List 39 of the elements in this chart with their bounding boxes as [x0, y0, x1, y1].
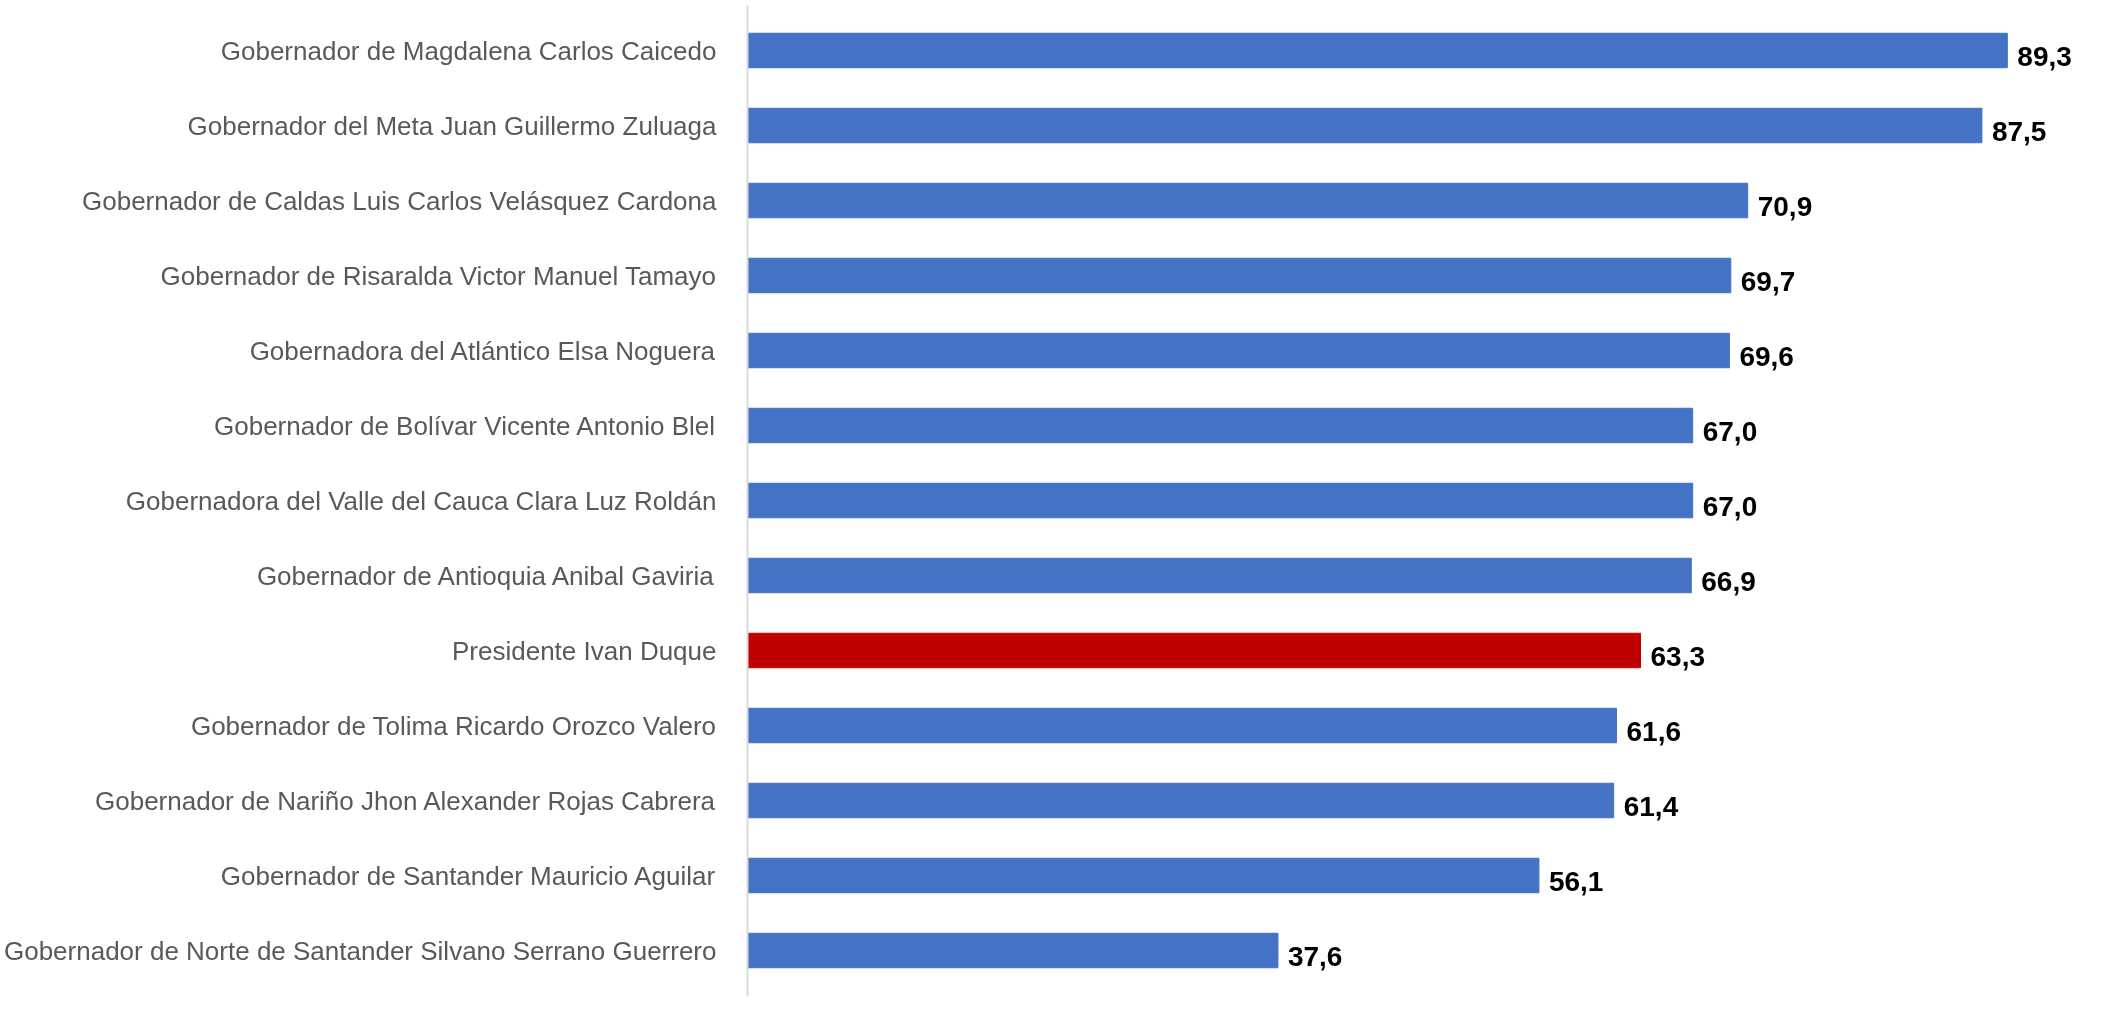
bar [747, 857, 1540, 894]
data-label: 63,3 [1650, 640, 1706, 672]
data-label: 67,0 [1702, 415, 1758, 447]
data-label: 61,6 [1626, 715, 1682, 747]
bar [747, 557, 1692, 594]
bar [747, 182, 1749, 219]
bar [747, 332, 1730, 369]
data-label: 61,4 [1623, 790, 1679, 822]
y-tick-label: Gobernador de Norte de Santander Silvano Serrano Guerrero [3, 935, 717, 966]
bar [747, 32, 2008, 69]
data-label: 67,0 [1702, 490, 1758, 522]
data-label: 69,6 [1739, 340, 1794, 372]
data-label: 37,6 [1287, 940, 1343, 972]
bar [747, 632, 1642, 669]
y-tick-label: Presidente Ivan Duque [451, 635, 717, 666]
bar [747, 707, 1618, 744]
bar [747, 107, 1983, 144]
y-tick-label: Gobernador de Antioquia Anibal Gaviria [256, 560, 715, 591]
data-label: 69,7 [1740, 265, 1796, 297]
y-tick-label: Gobernadora del Atlántico Elsa Noguera [249, 335, 716, 366]
data-label: 56,1 [1548, 865, 1604, 897]
y-tick-label: Gobernador de Nariño Jhon Alexander Rojas Cabrera [95, 785, 716, 816]
bar [747, 482, 1694, 519]
y-tick-label: Gobernador de Caldas Luis Carlos Velásquez Cardona [82, 185, 718, 216]
y-tick-label: Gobernador del Meta Juan Guillermo Zuluaga [187, 110, 718, 141]
y-tick-label: Gobernadora del Valle del Cauca Clara Luz Roldán [125, 485, 717, 516]
y-tick-label: Gobernador de Santander Mauricio Aguilar [220, 860, 716, 891]
data-label: 70,9 [1757, 190, 1813, 222]
bar [747, 782, 1615, 819]
bar [747, 257, 1732, 294]
y-tick-label: Gobernador de Tolima Ricardo Orozco Valero [190, 710, 717, 741]
data-label: 87,5 [1991, 115, 2047, 147]
y-tick-label: Gobernador de Bolívar Vicente Antonio Blel [213, 410, 716, 441]
data-label: 89,3 [2017, 40, 2072, 72]
y-tick-label: Gobernador de Magdalena Carlos Caicedo [220, 35, 717, 66]
bar [747, 932, 1279, 969]
bar [747, 407, 1694, 444]
data-label: 66,9 [1701, 565, 1756, 597]
y-tick-label: Gobernador de Risaralda Victor Manuel Tamayo [160, 260, 717, 291]
